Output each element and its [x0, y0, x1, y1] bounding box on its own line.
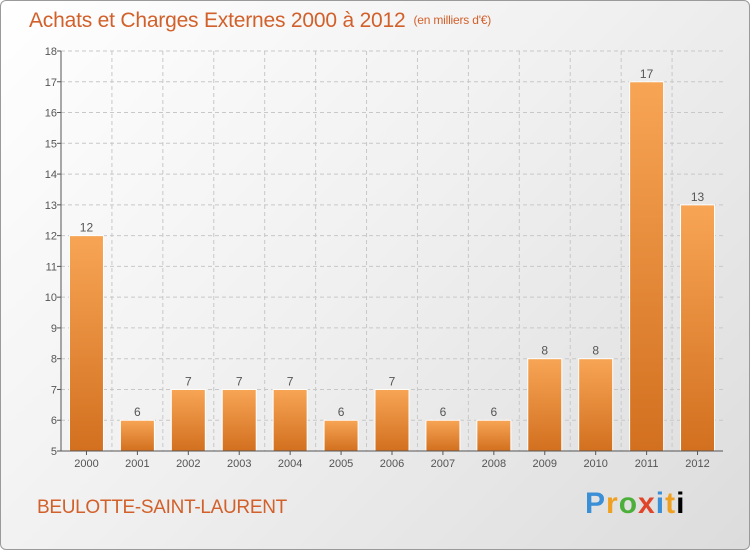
bar [374, 388, 410, 452]
x-tick-label: 2008 [482, 458, 506, 470]
y-tick-label: 10 [45, 292, 57, 304]
brand-letter: t [665, 487, 677, 520]
y-tick-label: 13 [45, 200, 57, 212]
bar [221, 388, 257, 452]
bar [578, 358, 614, 452]
data-label: 13 [691, 190, 705, 204]
brand-letter: i [655, 487, 666, 520]
bar [119, 419, 155, 452]
proxiti-logo[interactable]: Proxiti [585, 487, 685, 521]
y-tick-label: 16 [45, 108, 57, 120]
y-tick-label: 9 [51, 323, 57, 335]
brand-letter: x [638, 487, 656, 520]
y-tick-label: 14 [45, 169, 57, 181]
y-tick-label: 18 [45, 46, 57, 58]
x-tick-label: 2001 [125, 458, 149, 470]
data-label: 6 [491, 405, 498, 419]
data-label: 6 [134, 405, 141, 419]
x-tick-label: 2012 [685, 458, 709, 470]
data-label: 7 [389, 374, 396, 388]
bar [629, 81, 665, 452]
commune-name: BEULOTTE-SAINT-LAURENT [37, 497, 287, 518]
bar [68, 235, 104, 452]
x-tick-label: 2003 [227, 458, 251, 470]
data-label: 12 [80, 221, 94, 235]
data-label: 7 [287, 374, 294, 388]
x-tick-label: 2011 [635, 458, 659, 470]
bar [476, 419, 512, 452]
data-label: 6 [440, 405, 447, 419]
bar [425, 419, 461, 452]
x-tick-label: 2002 [176, 458, 200, 470]
x-tick-label: 2000 [74, 458, 98, 470]
y-tick-label: 5 [51, 446, 57, 458]
x-tick-label: 2006 [380, 458, 404, 470]
data-label: 7 [185, 374, 192, 388]
x-tick-label: 2007 [431, 458, 455, 470]
data-label: 8 [592, 344, 599, 358]
bar [170, 388, 206, 452]
x-tick-label: 2010 [583, 458, 607, 470]
y-tick-label: 15 [45, 138, 57, 150]
brand-letter: r [606, 487, 619, 520]
brand-letter: P [585, 487, 607, 520]
x-tick-label: 2005 [329, 458, 353, 470]
y-tick-label: 8 [51, 354, 57, 366]
x-tick-label: 2004 [278, 458, 302, 470]
y-tick-label: 12 [45, 231, 57, 243]
unit-label: (en milliers d'€) [413, 13, 492, 27]
data-label: 8 [541, 344, 548, 358]
y-tick-label: 11 [46, 261, 57, 273]
brand-letter: o [618, 487, 639, 520]
bar [323, 419, 359, 452]
data-label: 7 [236, 374, 243, 388]
y-tick-label: 17 [45, 77, 57, 89]
bar [272, 388, 308, 452]
y-tick-label: 7 [51, 384, 57, 396]
data-label: 17 [640, 67, 654, 81]
chart-title: Achats et Charges Externes 2000 à 2012 (e… [29, 9, 492, 32]
bar [527, 358, 563, 452]
bar [680, 204, 716, 452]
y-tick-label: 6 [51, 415, 57, 427]
brand-letter: i [676, 487, 686, 520]
x-tick-label: 2009 [533, 458, 557, 470]
data-label: 6 [338, 405, 345, 419]
